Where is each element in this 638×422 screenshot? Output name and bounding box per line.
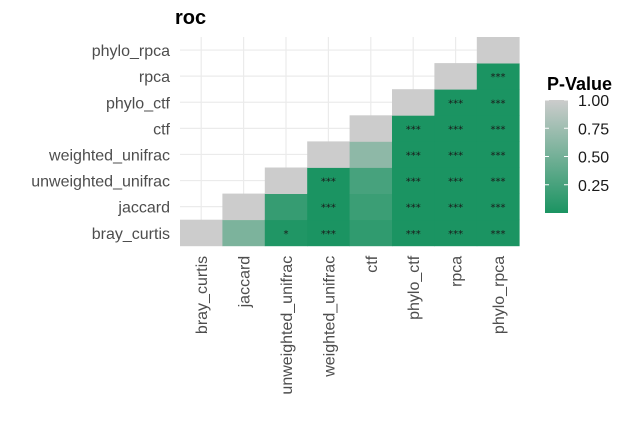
heatmap-cell bbox=[434, 167, 478, 194]
significance-label: *** bbox=[321, 203, 336, 214]
heatmap-cell bbox=[392, 115, 435, 142]
heatmap-cell bbox=[476, 167, 520, 194]
heatmap-cell bbox=[392, 219, 435, 247]
x-tick-label: rpca bbox=[449, 256, 466, 287]
legend-colorbar bbox=[545, 100, 568, 213]
significance-label: *** bbox=[406, 229, 421, 240]
y-tick-label: ctf bbox=[153, 121, 170, 138]
heatmap-cell bbox=[180, 219, 223, 247]
significance-label: *** bbox=[406, 124, 421, 135]
heatmap-cell bbox=[264, 193, 308, 221]
heatmap-cell bbox=[349, 193, 393, 221]
heatmap-cell bbox=[264, 167, 308, 194]
legend-tick-label: 0.25 bbox=[578, 178, 609, 195]
heatmap-cell bbox=[434, 219, 478, 247]
y-tick-label: rpca bbox=[139, 69, 170, 86]
y-axis-tick-labels: bray_curtis jaccard unweighted_unifrac weig… bbox=[31, 43, 170, 243]
heatmap-cell bbox=[307, 141, 350, 168]
x-tick-label: weighted_unifrac bbox=[321, 256, 338, 378]
heatmap-cell bbox=[307, 219, 350, 247]
heatmap-cell bbox=[349, 141, 393, 168]
heatmap-cell bbox=[264, 219, 308, 247]
significance-label: *** bbox=[321, 177, 336, 188]
significance-label: *** bbox=[491, 150, 506, 161]
heatmap-cell bbox=[222, 193, 266, 221]
y-tick-label: weighted_unifrac bbox=[48, 147, 170, 164]
significance-label: *** bbox=[491, 72, 506, 83]
heatmap-cell bbox=[434, 63, 478, 90]
significance-label: *** bbox=[448, 203, 463, 214]
heatmap-cell bbox=[476, 141, 520, 168]
heatmap-cell bbox=[434, 193, 478, 221]
heatmap-cell bbox=[434, 141, 478, 168]
significance-label: *** bbox=[406, 150, 421, 161]
heatmap-cell bbox=[349, 167, 393, 194]
heatmap-cell bbox=[476, 219, 520, 247]
x-tick-label: ctf bbox=[364, 255, 381, 272]
heatmap-cells bbox=[180, 37, 520, 247]
heatmap-cell bbox=[222, 219, 266, 247]
y-tick-label: jaccard bbox=[117, 200, 170, 217]
significance-label: * bbox=[284, 229, 289, 240]
significance-labels: * ***************************************… bbox=[284, 72, 506, 240]
heatmap-cell bbox=[476, 193, 520, 221]
legend: P-Value 1.00 0.75 0.50 0.25 bbox=[545, 74, 612, 213]
significance-label: *** bbox=[491, 229, 506, 240]
x-tick-label: jaccard bbox=[237, 256, 254, 309]
significance-label: *** bbox=[491, 177, 506, 188]
significance-label: *** bbox=[406, 203, 421, 214]
significance-label: *** bbox=[491, 98, 506, 109]
legend-title: P-Value bbox=[547, 74, 612, 94]
y-tick-label: unweighted_unifrac bbox=[31, 174, 170, 191]
heatmap-cell bbox=[392, 141, 435, 168]
heatmap-cell bbox=[392, 167, 435, 194]
x-tick-label: unweighted_unifrac bbox=[279, 256, 296, 395]
heatmap-cell bbox=[476, 63, 520, 90]
heatmap-cell bbox=[476, 37, 520, 64]
y-tick-label: phylo_ctf bbox=[106, 95, 171, 112]
significance-label: *** bbox=[448, 150, 463, 161]
heatmap-cell bbox=[307, 167, 350, 194]
heatmap-cell bbox=[434, 89, 478, 116]
x-tick-label: bray_curtis bbox=[194, 256, 211, 334]
chart-title: roc bbox=[175, 7, 206, 29]
significance-label: *** bbox=[448, 98, 463, 109]
x-tick-label: phylo_ctf bbox=[406, 255, 423, 320]
y-tick-label: bray_curtis bbox=[92, 226, 170, 243]
heatmap-cell bbox=[476, 115, 520, 142]
legend-tick-label: 1.00 bbox=[578, 93, 609, 110]
heatmap-cell bbox=[392, 193, 435, 221]
legend-tick-label: 0.75 bbox=[578, 121, 609, 138]
heatmap-cell bbox=[307, 193, 350, 221]
legend-tick-label: 0.50 bbox=[578, 150, 609, 167]
x-axis-tick-labels: bray_curtis jaccard unweighted_unifrac weig… bbox=[194, 255, 508, 394]
significance-label: *** bbox=[448, 177, 463, 188]
heatmap-cell bbox=[349, 219, 393, 247]
significance-label: *** bbox=[406, 177, 421, 188]
heatmap-cell bbox=[434, 115, 478, 142]
heatmap-cell bbox=[349, 115, 393, 142]
heatmap-cell bbox=[392, 89, 435, 116]
significance-label: *** bbox=[321, 229, 336, 240]
significance-label: *** bbox=[448, 124, 463, 135]
significance-label: *** bbox=[448, 229, 463, 240]
heatmap-cell bbox=[476, 89, 520, 116]
significance-label: *** bbox=[491, 203, 506, 214]
x-tick-label: phylo_rpca bbox=[491, 256, 508, 334]
y-tick-label: phylo_rpca bbox=[92, 43, 170, 60]
significance-label: *** bbox=[491, 124, 506, 135]
legend-ticks: 1.00 0.75 0.50 0.25 bbox=[545, 93, 609, 195]
